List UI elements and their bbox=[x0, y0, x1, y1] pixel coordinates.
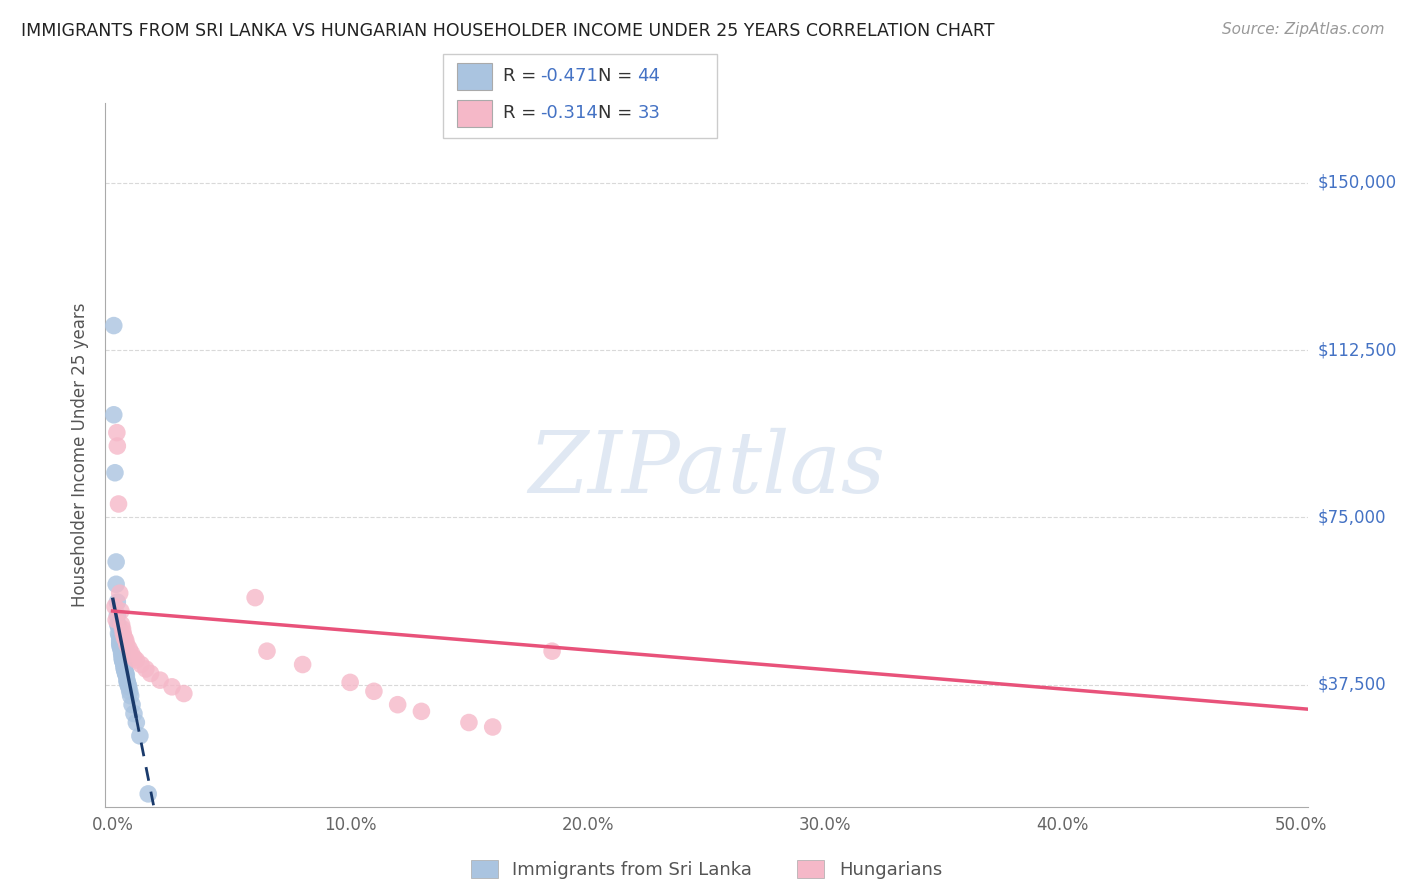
Text: IMMIGRANTS FROM SRI LANKA VS HUNGARIAN HOUSEHOLDER INCOME UNDER 25 YEARS CORRELA: IMMIGRANTS FROM SRI LANKA VS HUNGARIAN H… bbox=[21, 22, 994, 40]
Point bbox=[115, 673, 138, 688]
Point bbox=[125, 715, 148, 730]
Text: ZIPatlas: ZIPatlas bbox=[527, 427, 886, 510]
Point bbox=[129, 729, 152, 743]
Text: N =: N = bbox=[598, 68, 638, 86]
Bar bbox=[457, 100, 492, 128]
Point bbox=[110, 642, 132, 657]
Point bbox=[149, 673, 172, 688]
Point bbox=[118, 642, 141, 657]
Point bbox=[160, 680, 183, 694]
Point bbox=[112, 660, 135, 674]
Point bbox=[110, 640, 132, 654]
Point bbox=[117, 678, 139, 692]
Y-axis label: Householder Income Under 25 years: Householder Income Under 25 years bbox=[72, 302, 90, 607]
Point bbox=[173, 687, 195, 701]
Point bbox=[129, 657, 152, 672]
Point bbox=[387, 698, 409, 712]
Point bbox=[541, 644, 564, 658]
Point bbox=[411, 705, 433, 719]
Point bbox=[110, 644, 132, 658]
Point bbox=[111, 653, 134, 667]
Point bbox=[136, 787, 159, 801]
Point bbox=[105, 425, 128, 440]
Legend: Immigrants from Sri Lanka, Hungarians: Immigrants from Sri Lanka, Hungarians bbox=[464, 853, 949, 887]
Point bbox=[104, 599, 127, 614]
Text: -0.471: -0.471 bbox=[540, 68, 598, 86]
Text: $150,000: $150,000 bbox=[1317, 174, 1396, 192]
Point bbox=[105, 439, 128, 453]
Point bbox=[125, 653, 148, 667]
Point bbox=[112, 655, 135, 669]
Point bbox=[256, 644, 278, 658]
Point bbox=[111, 622, 134, 636]
Point bbox=[243, 591, 266, 605]
Point bbox=[118, 680, 141, 694]
FancyBboxPatch shape bbox=[443, 54, 717, 138]
Point bbox=[108, 633, 131, 648]
Text: -0.314: -0.314 bbox=[540, 103, 598, 122]
Point bbox=[115, 637, 138, 651]
Point bbox=[135, 662, 157, 676]
Point bbox=[110, 617, 132, 632]
Point bbox=[363, 684, 385, 698]
Point bbox=[110, 646, 132, 660]
Point bbox=[105, 608, 128, 623]
Point bbox=[108, 640, 131, 654]
Point bbox=[114, 666, 136, 681]
Text: $37,500: $37,500 bbox=[1317, 675, 1386, 694]
Point bbox=[114, 664, 136, 679]
Text: 44: 44 bbox=[637, 68, 661, 86]
Point bbox=[481, 720, 503, 734]
Text: R =: R = bbox=[503, 68, 543, 86]
Point bbox=[107, 617, 129, 632]
Point bbox=[108, 635, 131, 649]
Point bbox=[117, 675, 139, 690]
Point bbox=[112, 626, 135, 640]
Point bbox=[114, 662, 136, 676]
Point bbox=[122, 706, 145, 721]
Point bbox=[105, 595, 128, 609]
Point bbox=[107, 619, 129, 633]
Text: $75,000: $75,000 bbox=[1317, 508, 1386, 526]
Point bbox=[120, 689, 142, 703]
Point bbox=[108, 628, 131, 642]
Point bbox=[114, 666, 136, 681]
Point bbox=[112, 655, 135, 669]
Point bbox=[122, 651, 145, 665]
Point bbox=[105, 577, 128, 591]
Point bbox=[103, 408, 125, 422]
Point bbox=[107, 497, 129, 511]
Point bbox=[105, 555, 128, 569]
Point bbox=[108, 586, 131, 600]
Point bbox=[114, 631, 136, 645]
Point bbox=[139, 666, 162, 681]
Point bbox=[107, 626, 129, 640]
Text: 33: 33 bbox=[637, 103, 661, 122]
Point bbox=[110, 604, 132, 618]
Point bbox=[111, 651, 134, 665]
Point bbox=[118, 684, 141, 698]
Text: N =: N = bbox=[598, 103, 638, 122]
Text: $112,500: $112,500 bbox=[1317, 341, 1396, 359]
Text: R =: R = bbox=[503, 103, 543, 122]
Point bbox=[103, 318, 125, 333]
Point bbox=[121, 646, 143, 660]
Point bbox=[291, 657, 314, 672]
Point bbox=[115, 669, 138, 683]
Point bbox=[108, 637, 131, 651]
Point bbox=[104, 466, 127, 480]
Point bbox=[458, 715, 481, 730]
Point bbox=[111, 653, 134, 667]
Point bbox=[111, 648, 134, 663]
Point bbox=[105, 613, 128, 627]
Point bbox=[121, 698, 143, 712]
Point bbox=[114, 633, 136, 648]
Point bbox=[114, 662, 136, 676]
Point bbox=[339, 675, 361, 690]
Text: Source: ZipAtlas.com: Source: ZipAtlas.com bbox=[1222, 22, 1385, 37]
Point bbox=[112, 657, 135, 672]
Bar bbox=[457, 62, 492, 90]
